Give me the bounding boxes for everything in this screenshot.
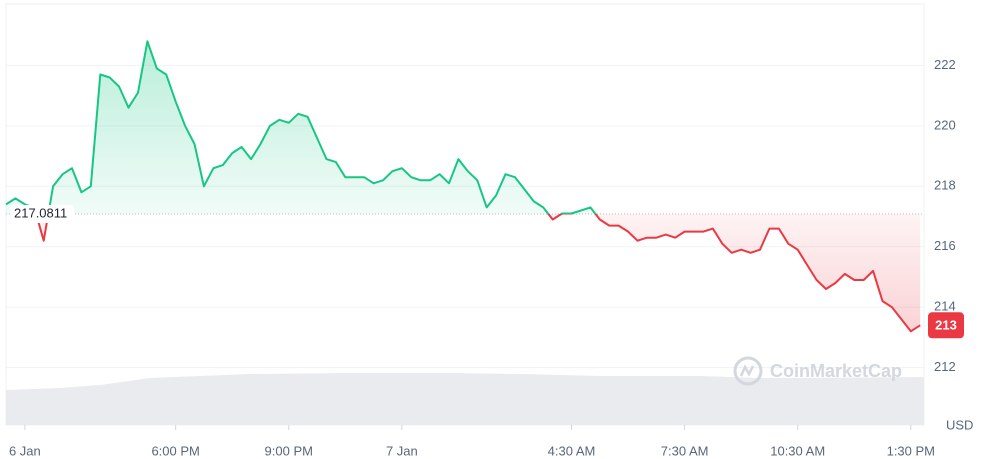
y-tick-label: 220 — [934, 117, 956, 132]
y-tick-label: 216 — [934, 238, 956, 253]
watermark-logo-mark — [739, 364, 755, 377]
y-tick-label: 214 — [934, 299, 956, 314]
y-tick-label: 212 — [934, 359, 956, 374]
x-tick-label: 1:30 PM — [887, 443, 935, 458]
area — [6, 41, 921, 332]
x-tick-label: 6:00 PM — [151, 443, 199, 458]
y-tick-label: 222 — [934, 57, 956, 72]
y-tick-label: 218 — [934, 178, 956, 193]
x-tick-label: 7:30 AM — [661, 443, 709, 458]
price-line — [5, 40, 921, 333]
current-price-label: 213 — [935, 318, 957, 333]
x-tick-label: 7 Jan — [386, 443, 418, 458]
x-tick-label: 10:30 AM — [770, 443, 825, 458]
volume-area — [6, 373, 924, 425]
current-price-box — [928, 312, 964, 339]
x-tick-label: 6 Jan — [9, 443, 41, 458]
watermark-text: CoinMarketCap — [770, 361, 902, 381]
baseline-label: 217.0811 — [14, 205, 67, 220]
watermark-logo — [733, 356, 763, 386]
watermark: CoinMarketCap — [733, 356, 902, 386]
y-unit: USD — [946, 417, 973, 432]
x-tick-label: 4:30 AM — [548, 443, 596, 458]
baseline-label-bg — [10, 205, 74, 224]
x-tick-label: 9:00 PM — [265, 443, 313, 458]
